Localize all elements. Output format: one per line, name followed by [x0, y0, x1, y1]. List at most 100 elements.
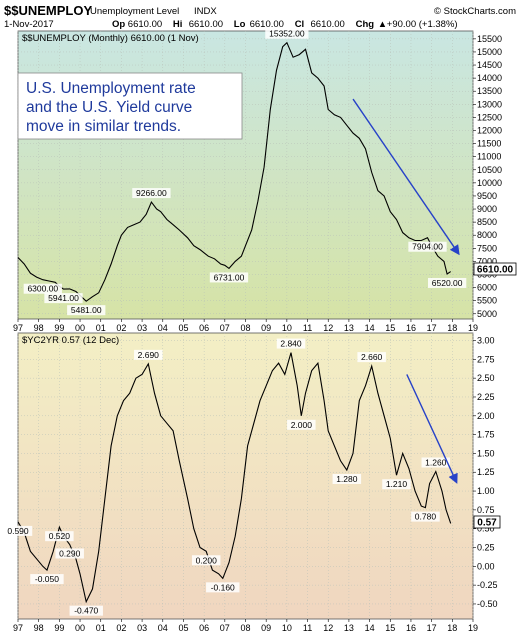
- x-tick-label: 12: [323, 623, 333, 633]
- x-tick-label: 08: [240, 323, 250, 333]
- y-tick-label: 13500: [477, 86, 502, 96]
- y-tick-label: 8500: [477, 217, 497, 227]
- panel-top-title: $$UNEMPLOY (Monthly) 6610.00 (1 Nov): [22, 33, 199, 44]
- point-label: -0.160: [206, 582, 240, 593]
- trend-arrow-bottom: [406, 374, 458, 484]
- point-label: 5481.00: [67, 305, 106, 316]
- point-label: 9266.00: [132, 188, 171, 199]
- x-tick-label: 16: [406, 323, 416, 333]
- quote-value-hi: 6610.00: [189, 19, 223, 30]
- y-tick-label: 15500: [477, 34, 502, 44]
- point-label-text: 0.290: [59, 548, 81, 558]
- point-label: 1.260: [421, 457, 451, 468]
- y-tick-label: 7500: [477, 243, 497, 253]
- y-tick-label: -0.25: [477, 580, 498, 590]
- panel-top-current-value: 6610.00: [477, 265, 514, 276]
- point-label-text: 5481.00: [71, 305, 102, 315]
- y-tick-label: 5500: [477, 296, 497, 306]
- y-tick-label: 7000: [477, 256, 497, 266]
- y-tick-label: 11000: [477, 152, 501, 162]
- point-label: 0.590: [3, 525, 33, 536]
- x-tick-label: 01: [96, 623, 106, 633]
- trend-arrow-top: [352, 98, 460, 256]
- y-tick-label: 9000: [477, 204, 497, 214]
- x-tick-label: 00: [75, 323, 85, 333]
- y-tick-label: 0.50: [477, 524, 495, 534]
- y-tick-label: 8000: [477, 230, 497, 240]
- x-tick-label: 15: [385, 623, 395, 633]
- y-tick-label: 10500: [477, 165, 502, 175]
- point-label: 1.210: [382, 479, 411, 490]
- annotation-box: U.S. Unemployment rate and the U.S. Yiel…: [17, 72, 243, 140]
- y-tick-label: 1.00: [477, 486, 495, 496]
- x-tick-label: 04: [158, 623, 168, 633]
- x-tick-label: 98: [34, 323, 44, 333]
- x-tick-label: 01: [96, 323, 106, 333]
- point-label-text: 1.210: [386, 479, 408, 489]
- panel-bottom-current-value: 0.57: [477, 518, 497, 529]
- x-tick-label: 07: [220, 323, 230, 333]
- point-label-text: 6731.00: [214, 272, 245, 282]
- point-label-text: 2.000: [291, 420, 313, 430]
- y-tick-label: 0.25: [477, 543, 495, 553]
- point-label: 0.520: [45, 531, 74, 542]
- panel-bottom-x-axis: 97 98 99 00 01 02 03 04 05 06 07 08 09 10 11 12 13 14 15 16…: [13, 619, 478, 633]
- x-tick-label: 14: [365, 623, 375, 633]
- point-label-text: 1.260: [425, 457, 447, 467]
- panel-top-x-axis: 97 98 99 00 01 02 03 04 05 06 07 08 09 10 11 12 13 14 15 16…: [13, 319, 478, 333]
- panel-bottom-title: $YC2YR 0.57 (12 Dec): [22, 335, 119, 346]
- y-tick-label: 14000: [477, 73, 502, 83]
- quote-label-chg: Chg: [356, 19, 375, 30]
- y-tick-label: 9500: [477, 191, 497, 201]
- x-tick-label: 09: [261, 323, 271, 333]
- point-label-text: 1.280: [336, 474, 358, 484]
- panel-bottom-grid: [17, 333, 474, 619]
- x-tick-label: 05: [178, 623, 188, 633]
- quote-row: Op 6610.00 Hi 6610.00 Lo 6610.00 Cl 6610.00 Chg ▲…: [112, 19, 458, 30]
- y-tick-label: 3.00: [477, 336, 495, 346]
- point-label-text: 2.690: [138, 350, 160, 360]
- point-label-text: 0.520: [49, 531, 71, 541]
- x-tick-label: 06: [199, 323, 209, 333]
- y-tick-label: 0.75: [477, 505, 495, 515]
- point-label: 15352.00: [265, 28, 309, 39]
- annotation-line-3: move in similar trends.: [26, 118, 181, 135]
- y-tick-label: 15000: [477, 47, 502, 57]
- y-tick-label: -0.50: [477, 599, 498, 609]
- x-tick-label: 04: [158, 323, 168, 333]
- point-label: 0.290: [55, 548, 84, 559]
- y-tick-label: 6000: [477, 283, 497, 293]
- x-tick-label: 06: [199, 623, 209, 633]
- x-tick-label: 15: [385, 323, 395, 333]
- quote-label-cl: Cl: [295, 19, 305, 30]
- x-tick-label: 11: [303, 623, 312, 633]
- header-symbol: $$UNEMPLOY: [4, 3, 92, 18]
- y-tick-label: 10000: [477, 178, 502, 188]
- point-label-text: 7904.00: [412, 242, 443, 252]
- y-tick-label: 0.00: [477, 561, 495, 571]
- point-label-text: 0.780: [415, 512, 437, 522]
- x-tick-label: 19: [468, 623, 478, 633]
- y-tick-label: 2.00: [477, 411, 495, 421]
- y-tick-label: 1.50: [477, 448, 495, 458]
- x-tick-label: 10: [282, 323, 292, 333]
- point-label-text: 6520.00: [432, 278, 463, 288]
- point-label: 7904.00: [408, 241, 447, 252]
- quote-value-cl: 6610.00: [311, 19, 345, 30]
- point-label: 2.840: [276, 338, 306, 349]
- x-tick-label: 02: [116, 623, 126, 633]
- header-name: Unemployment Level: [90, 6, 179, 17]
- y-tick-label: 14500: [477, 60, 502, 70]
- x-tick-label: 08: [240, 623, 250, 633]
- x-tick-label: 18: [447, 323, 457, 333]
- x-tick-label: 13: [344, 323, 354, 333]
- x-tick-label: 19: [468, 323, 478, 333]
- point-label: 6520.00: [427, 277, 467, 288]
- x-tick-label: 14: [365, 323, 375, 333]
- x-tick-label: 10: [282, 623, 292, 633]
- point-label-text: -0.470: [74, 606, 98, 616]
- x-tick-label: 99: [54, 623, 64, 633]
- x-tick-label: 16: [406, 623, 416, 633]
- header-source: © StockCharts.com: [434, 6, 516, 17]
- point-label: 1.280: [332, 473, 362, 484]
